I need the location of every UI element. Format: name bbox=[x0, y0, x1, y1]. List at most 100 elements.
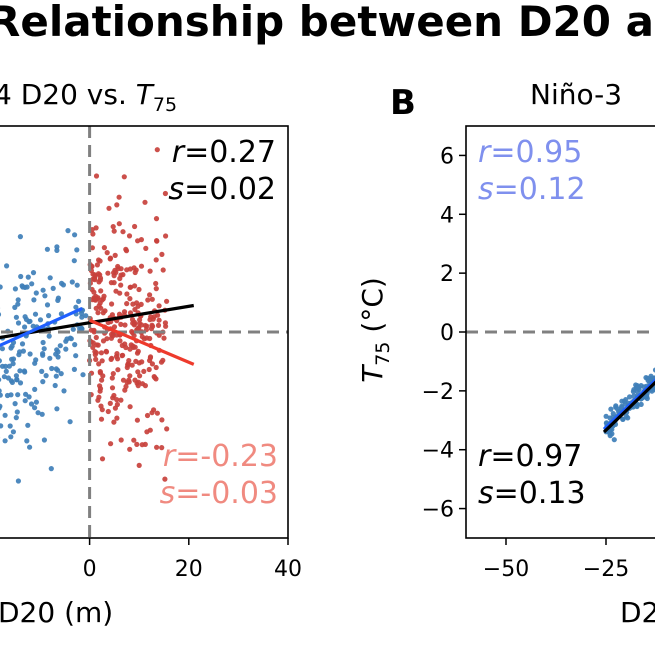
panel-a-point-0-255 bbox=[44, 246, 51, 252]
panel-a-point-1-241 bbox=[134, 417, 140, 423]
panel-a-point-1-281 bbox=[130, 344, 136, 350]
panel-a-point-0-139 bbox=[47, 275, 53, 281]
panel-a-point-0-205 bbox=[30, 270, 37, 276]
panel-a-point-1-296 bbox=[110, 333, 116, 339]
panel-a-point-1-6 bbox=[129, 362, 135, 368]
panel-a-point-1-216 bbox=[135, 383, 141, 389]
panel-a-point-1-273 bbox=[142, 199, 148, 205]
panel-b-point-0-200 bbox=[642, 394, 649, 400]
panel-a-point-1-313 bbox=[89, 297, 96, 303]
panel-a-point-0-26 bbox=[49, 365, 55, 372]
panel-a-point-1-130 bbox=[153, 364, 159, 371]
panel-a-point-1-314 bbox=[96, 361, 102, 367]
panel-a-point-0-31 bbox=[79, 314, 85, 320]
panel-a-point-0-98 bbox=[35, 410, 41, 416]
panel-a-point-1-27 bbox=[155, 322, 162, 328]
panel-a-point-1-319 bbox=[124, 379, 130, 385]
panel-a-point-1-77 bbox=[116, 221, 122, 227]
panel-a-point-1-225 bbox=[144, 335, 150, 341]
panel-a-stat-s-1: s=-0.03 bbox=[160, 476, 278, 511]
panel-a-point-0-193 bbox=[26, 319, 32, 325]
panel-a-point-0-317 bbox=[17, 234, 23, 240]
panel-a-point-1-284 bbox=[139, 334, 145, 340]
panel-a-point-1-55 bbox=[164, 426, 170, 432]
panel-a-point-1-307 bbox=[95, 397, 101, 403]
panel-b-point-0-76 bbox=[611, 437, 617, 443]
panel-a-point-0-314 bbox=[32, 360, 38, 366]
panel-a-point-1-119 bbox=[111, 419, 117, 425]
panel-a-point-1-34 bbox=[127, 310, 134, 316]
panel-a-point-1-272 bbox=[162, 190, 168, 197]
panel-a-point-1-217 bbox=[120, 272, 126, 278]
panel-a-point-1-290 bbox=[90, 231, 96, 237]
panel-a-point-0-318 bbox=[67, 335, 73, 341]
panel-a-point-1-138 bbox=[154, 147, 160, 153]
panel-a-point-1-256 bbox=[160, 357, 166, 363]
panel-a-point-0-91 bbox=[47, 355, 53, 361]
panel-b-ytick-label: 2 bbox=[440, 262, 454, 287]
panel-a-point-1-14 bbox=[153, 216, 160, 222]
panel-a-point-1-266 bbox=[94, 262, 100, 268]
panel-a-point-1-303 bbox=[115, 367, 121, 373]
panel-a-point-1-297 bbox=[109, 301, 115, 307]
panel-a-point-0-295 bbox=[71, 366, 77, 372]
panel-a-point-0-134 bbox=[1, 374, 7, 380]
panel-a-point-0-116 bbox=[59, 280, 65, 286]
panel-a-point-0-118 bbox=[57, 343, 63, 349]
panel-b-fit-line-negative bbox=[602, 378, 655, 431]
panel-a-point-1-74 bbox=[144, 429, 150, 435]
panel-a-point-1-250 bbox=[147, 268, 153, 274]
panel-a-point-0-157 bbox=[73, 353, 79, 359]
panel-a-point-1-104 bbox=[110, 371, 116, 377]
panel-a-point-1-289 bbox=[127, 296, 133, 302]
panel-a-point-1-251 bbox=[111, 324, 118, 330]
panel-a-title: 4 D20 vs. T75 bbox=[0, 78, 177, 116]
panel-a-point-1-57 bbox=[124, 291, 130, 297]
panel-a-point-1-210 bbox=[129, 329, 135, 335]
panel-a-point-1-238 bbox=[95, 342, 101, 348]
panel-a-point-1-242 bbox=[98, 305, 104, 311]
panel-a-point-0-289 bbox=[10, 361, 16, 367]
panel-a-point-0-292 bbox=[26, 394, 32, 400]
panel-a-point-0-33 bbox=[22, 324, 28, 330]
panel-b-point-0-156 bbox=[638, 401, 644, 407]
panel-a-point-1-137 bbox=[97, 383, 103, 389]
panel-a-point-1-311 bbox=[105, 270, 111, 276]
panel-a-point-1-285 bbox=[97, 272, 103, 278]
panel-a-point-1-239 bbox=[127, 404, 133, 410]
panel-a-point-0-122 bbox=[13, 373, 19, 379]
panel-a-point-1-51 bbox=[99, 407, 105, 413]
panel-b-point-0-142 bbox=[623, 397, 629, 403]
panel-a-point-1-244 bbox=[108, 441, 114, 447]
panel-a-point-0-59 bbox=[41, 346, 47, 352]
panel-a-xtick-label: 0 bbox=[83, 557, 97, 582]
panel-a-point-1-276 bbox=[99, 358, 105, 364]
panel-a-point-0-101 bbox=[31, 405, 38, 411]
panel-a-point-0-15 bbox=[24, 438, 30, 444]
panel-a-point-1-133 bbox=[93, 173, 100, 179]
panel-a-xlabel: D20 (m) bbox=[0, 596, 113, 629]
panel-a-point-1-306 bbox=[123, 383, 129, 390]
panel-a-point-0-130 bbox=[25, 422, 31, 428]
panel-a-point-0-58 bbox=[48, 466, 54, 472]
panel-b-ytick-label: 0 bbox=[440, 321, 454, 346]
panel-a-point-0-252 bbox=[55, 297, 61, 303]
panel-b-ytick-label: −6 bbox=[422, 498, 454, 523]
panel-a-point-1-23 bbox=[99, 456, 106, 462]
panel-a-point-0-174 bbox=[53, 366, 59, 372]
panel-a-point-0-62 bbox=[27, 351, 33, 357]
panel-a-point-0-141 bbox=[17, 368, 23, 374]
panel-b-point-0-41 bbox=[623, 413, 629, 419]
panel-a-point-0-55 bbox=[6, 363, 12, 369]
panel-a-point-1-148 bbox=[107, 400, 113, 406]
panel-a-point-1-82 bbox=[93, 356, 99, 362]
panel-a-point-1-17 bbox=[99, 377, 105, 383]
panel-a-point-1-146 bbox=[132, 223, 138, 230]
panel-a-point-1-150 bbox=[123, 246, 129, 252]
panel-b-xlabel: D20 (m) bbox=[620, 596, 655, 629]
panel-b-point-0-182 bbox=[607, 415, 613, 421]
panel-b-ytick-label: 6 bbox=[440, 144, 454, 169]
panel-a-point-1-37 bbox=[105, 408, 111, 415]
panel-a-point-1-293 bbox=[154, 444, 160, 450]
panel-a-point-0-146 bbox=[0, 388, 2, 394]
